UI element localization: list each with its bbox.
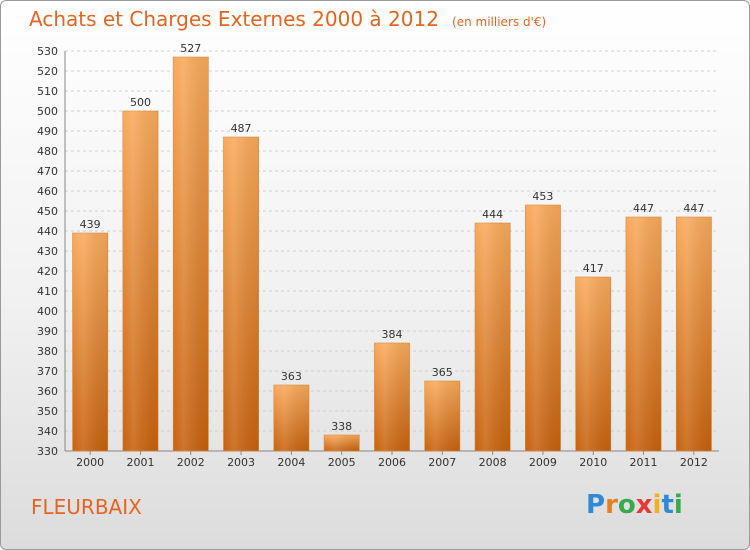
data-label: 384 [382, 328, 403, 341]
y-tick-label: 460 [37, 185, 58, 198]
x-tick-label: 2007 [428, 456, 456, 469]
y-tick-label: 490 [37, 125, 58, 138]
logo-letter: t [661, 490, 674, 520]
x-tick-label: 2010 [579, 456, 607, 469]
data-label: 439 [80, 218, 101, 231]
y-tick-label: 440 [37, 225, 58, 238]
x-tick-label: 2009 [529, 456, 557, 469]
x-tick-label: 2004 [277, 456, 305, 469]
y-tick-label: 530 [37, 45, 58, 58]
y-tick-label: 480 [37, 145, 58, 158]
bar-shine [525, 205, 561, 451]
y-tick-label: 420 [37, 265, 58, 278]
data-label: 363 [281, 370, 302, 383]
y-tick-label: 330 [37, 445, 58, 458]
bar-shine [475, 223, 511, 451]
bar-shine [625, 217, 662, 451]
logo-letter: i [652, 490, 662, 520]
logo-letter: o [617, 490, 636, 520]
y-tick-label: 400 [37, 305, 58, 318]
x-tick-label: 2005 [328, 456, 356, 469]
data-label: 527 [180, 42, 201, 55]
data-label: 487 [231, 122, 252, 135]
y-tick-label: 370 [37, 365, 58, 378]
x-tick-label: 2008 [479, 456, 507, 469]
y-tick-label: 470 [37, 165, 58, 178]
bar-shine [223, 137, 259, 451]
data-label: 444 [482, 208, 503, 221]
title-row: Achats et Charges Externes 2000 à 2012 (… [29, 7, 546, 31]
logo-letter: x [635, 490, 653, 520]
data-label: 338 [331, 420, 352, 433]
bar-shine [122, 111, 159, 451]
y-tick-label: 500 [37, 105, 58, 118]
bar-shine [273, 385, 309, 451]
proxiti-logo: Proxiti [586, 490, 683, 520]
logo-letter: i [673, 490, 683, 520]
bar-shine [374, 343, 410, 451]
y-tick-label: 350 [37, 405, 58, 418]
chart-title: Achats et Charges Externes 2000 à 2012 [29, 7, 439, 31]
y-tick-label: 450 [37, 205, 58, 218]
logo-letter: P [586, 490, 606, 520]
y-tick-label: 430 [37, 245, 58, 258]
data-label: 417 [583, 262, 604, 275]
y-tick-label: 410 [37, 285, 58, 298]
labels: 330 340 350 360 370 380 390 400 410 420 430 440 450 4… [37, 42, 708, 469]
y-tick-label: 380 [37, 345, 58, 358]
y-tick-label: 340 [37, 425, 58, 438]
logo-letter: r [605, 490, 618, 520]
y-tick-label: 510 [37, 85, 58, 98]
bar-shine [324, 435, 360, 451]
x-tick-label: 2006 [378, 456, 406, 469]
y-tick-label: 360 [37, 385, 58, 398]
bar-shine [424, 381, 460, 451]
x-tick-label: 2001 [126, 456, 154, 469]
x-tick-label: 2012 [680, 456, 708, 469]
bars [72, 56, 712, 452]
bar-shine [575, 277, 611, 451]
data-label: 447 [683, 202, 704, 215]
y-tick-label: 390 [37, 325, 58, 338]
bar-shine [676, 217, 712, 451]
data-label: 500 [130, 96, 151, 109]
bar-shine [72, 233, 108, 451]
data-label: 447 [633, 202, 654, 215]
data-label: 453 [532, 190, 553, 203]
bar-shine [173, 57, 209, 451]
x-tick-label: 2002 [177, 456, 205, 469]
x-tick-label: 2000 [76, 456, 104, 469]
chart-subtitle: (en milliers d'€) [452, 15, 547, 29]
x-tick-label: 2011 [630, 456, 658, 469]
y-tick-label: 520 [37, 65, 58, 78]
data-label: 365 [432, 366, 453, 379]
commune-name: FLEURBAIX [31, 495, 142, 519]
x-tick-label: 2003 [227, 456, 255, 469]
